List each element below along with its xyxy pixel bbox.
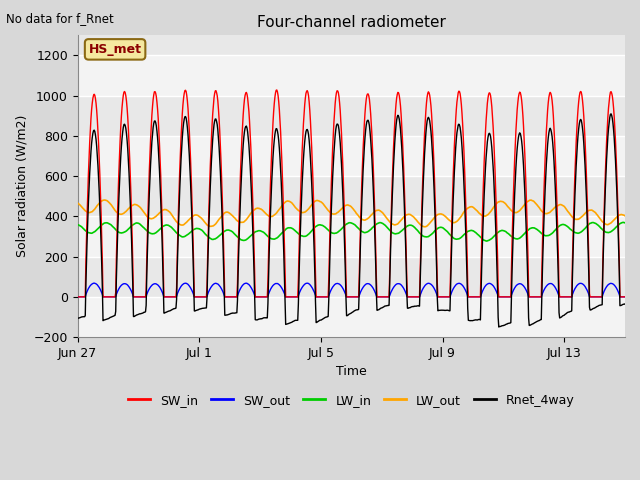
Title: Four-channel radiometer: Four-channel radiometer	[257, 15, 446, 30]
Legend: SW_in, SW_out, LW_in, LW_out, Rnet_4way: SW_in, SW_out, LW_in, LW_out, Rnet_4way	[123, 389, 580, 412]
Bar	[77, 56, 625, 96]
Text: HS_met: HS_met	[88, 43, 141, 56]
Y-axis label: Solar radiation (W/m2): Solar radiation (W/m2)	[15, 115, 28, 257]
Bar	[77, 216, 625, 257]
Bar	[77, 136, 625, 176]
Bar	[77, 297, 625, 337]
X-axis label: Time: Time	[336, 365, 367, 378]
Text: No data for f_Rnet: No data for f_Rnet	[6, 12, 114, 25]
